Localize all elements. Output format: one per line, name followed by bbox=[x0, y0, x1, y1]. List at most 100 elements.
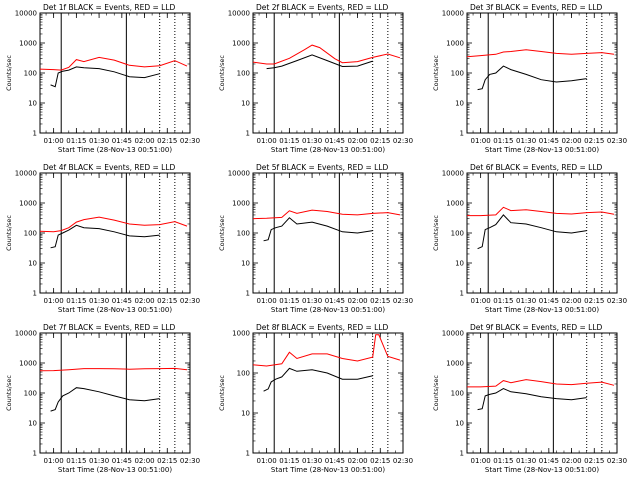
series-line-lld bbox=[252, 44, 401, 65]
y-tick-label: 10 bbox=[28, 420, 37, 428]
chart-panel: Det 2f BLACK = Events, RED = LLD Counts/s… bbox=[218, 3, 413, 154]
x-axis-label: Start Time (28-Nov-13 00:51:00) bbox=[485, 146, 599, 154]
series-line-events bbox=[50, 66, 160, 88]
chart-panel: Det 9f BLACK = Events, RED = LLD Counts/s… bbox=[432, 323, 627, 474]
x-tick-label: 01:30 bbox=[516, 297, 536, 305]
chart-panel: Det 6f BLACK = Events, RED = LLD Counts/s… bbox=[432, 163, 627, 314]
y-tick-label: 1 bbox=[460, 290, 464, 298]
x-tick-label: 01:00 bbox=[471, 137, 491, 145]
y-tick-label: 100 bbox=[237, 230, 250, 238]
y-tick-label: 1 bbox=[246, 290, 250, 298]
chart-panel: Det 1f BLACK = Events, RED = LLD Counts/s… bbox=[5, 3, 200, 154]
x-tick-label: 01:45 bbox=[112, 297, 132, 305]
x-axis-label: Start Time (28-Nov-13 00:51:00) bbox=[58, 306, 172, 314]
x-tick-label: 01:45 bbox=[112, 457, 132, 465]
y-tick-label: 1000 bbox=[446, 40, 464, 48]
x-tick-label: 02:00 bbox=[561, 297, 581, 305]
y-axis-label: Counts/sec bbox=[5, 55, 13, 91]
chart-title: Det 1f BLACK = Events, RED = LLD bbox=[43, 3, 176, 12]
y-tick-label: 10000 bbox=[442, 10, 464, 18]
x-tick-label: 02:30 bbox=[180, 297, 200, 305]
x-tick-label: 01:30 bbox=[516, 137, 536, 145]
y-tick-label: 10 bbox=[455, 100, 464, 108]
x-tick-label: 01:15 bbox=[279, 457, 299, 465]
y-tick-label: 100 bbox=[451, 230, 464, 238]
x-tick-label: 02:00 bbox=[347, 297, 367, 305]
x-tick-label: 01:15 bbox=[66, 457, 86, 465]
x-tick-label: 02:15 bbox=[584, 297, 604, 305]
plot-frame bbox=[39, 332, 191, 454]
x-tick-label: 02:30 bbox=[393, 137, 413, 145]
y-tick-label: 10000 bbox=[442, 170, 464, 178]
x-tick-label: 01:15 bbox=[493, 137, 513, 145]
chart-panel: Det 5f BLACK = Events, RED = LLD Counts/s… bbox=[218, 163, 413, 314]
series-line-lld bbox=[39, 367, 188, 372]
series-line-lld bbox=[39, 216, 188, 233]
y-tick-label: 100 bbox=[451, 390, 464, 398]
y-tick-label: 1000 bbox=[232, 330, 250, 338]
x-tick-label: 01:00 bbox=[44, 297, 64, 305]
series-line-events bbox=[263, 217, 373, 242]
y-tick-label: 10000 bbox=[228, 10, 250, 18]
plot-frame bbox=[466, 12, 618, 134]
series-line-events bbox=[477, 388, 587, 411]
y-axis-label: Counts/sec bbox=[432, 55, 440, 91]
x-tick-label: 02:00 bbox=[134, 137, 154, 145]
chart-title: Det 4f BLACK = Events, RED = LLD bbox=[43, 163, 176, 172]
x-tick-label: 01:15 bbox=[279, 297, 299, 305]
x-tick-label: 01:15 bbox=[493, 457, 513, 465]
x-tick-label: 02:00 bbox=[347, 137, 367, 145]
x-axis-label: Start Time (28-Nov-13 00:51:00) bbox=[58, 146, 172, 154]
x-tick-label: 02:30 bbox=[180, 457, 200, 465]
chart-title: Det 9f BLACK = Events, RED = LLD bbox=[470, 323, 603, 332]
x-tick-label: 01:00 bbox=[471, 457, 491, 465]
y-tick-label: 1000 bbox=[19, 40, 37, 48]
x-tick-label: 01:15 bbox=[66, 297, 86, 305]
x-tick-label: 01:45 bbox=[539, 297, 559, 305]
series-line-events bbox=[477, 65, 587, 91]
y-axis-label: Counts/sec bbox=[5, 215, 13, 251]
y-axis-label: Counts/sec bbox=[5, 375, 13, 411]
x-tick-label: 01:30 bbox=[89, 457, 109, 465]
y-tick-label: 1000 bbox=[446, 200, 464, 208]
chart-title: Det 3f BLACK = Events, RED = LLD bbox=[470, 3, 603, 12]
x-tick-label: 01:45 bbox=[539, 457, 559, 465]
x-tick-label: 02:00 bbox=[347, 457, 367, 465]
y-tick-label: 10000 bbox=[15, 330, 37, 338]
chart-title: Det 6f BLACK = Events, RED = LLD bbox=[470, 163, 603, 172]
y-tick-label: 10000 bbox=[15, 170, 37, 178]
x-tick-label: 02:00 bbox=[561, 137, 581, 145]
x-tick-label: 01:00 bbox=[44, 457, 64, 465]
x-tick-label: 02:30 bbox=[393, 457, 413, 465]
x-tick-label: 02:15 bbox=[157, 457, 177, 465]
x-axis-label: Start Time (28-Nov-13 00:51:00) bbox=[485, 306, 599, 314]
x-tick-label: 01:30 bbox=[302, 457, 322, 465]
chart-title: Det 2f BLACK = Events, RED = LLD bbox=[256, 3, 389, 12]
y-tick-label: 1000 bbox=[19, 360, 37, 368]
y-tick-label: 10 bbox=[28, 260, 37, 268]
y-tick-label: 100 bbox=[24, 70, 37, 78]
plot-frame bbox=[466, 172, 618, 294]
x-tick-label: 01:30 bbox=[302, 297, 322, 305]
y-tick-label: 100 bbox=[237, 370, 250, 378]
x-tick-label: 01:30 bbox=[89, 297, 109, 305]
x-tick-label: 01:30 bbox=[89, 137, 109, 145]
y-axis-label: Counts/sec bbox=[218, 55, 226, 91]
x-tick-label: 02:15 bbox=[370, 137, 390, 145]
x-tick-label: 02:15 bbox=[157, 137, 177, 145]
x-axis-label: Start Time (28-Nov-13 00:51:00) bbox=[485, 466, 599, 474]
y-axis-label: Counts/sec bbox=[218, 375, 226, 411]
x-tick-label: 01:00 bbox=[257, 137, 277, 145]
plot-frame bbox=[252, 12, 404, 134]
series-line-events bbox=[263, 367, 373, 392]
series-line-events bbox=[50, 387, 160, 412]
y-tick-label: 10 bbox=[241, 410, 250, 418]
y-tick-label: 100 bbox=[24, 230, 37, 238]
x-tick-label: 02:15 bbox=[370, 457, 390, 465]
series-line-lld bbox=[39, 56, 188, 71]
chart-panel: Det 3f BLACK = Events, RED = LLD Counts/s… bbox=[432, 3, 627, 154]
x-axis-label: Start Time (28-Nov-13 00:51:00) bbox=[271, 466, 385, 474]
x-axis-label: Start Time (28-Nov-13 00:51:00) bbox=[271, 306, 385, 314]
y-axis-label: Counts/sec bbox=[432, 375, 440, 411]
